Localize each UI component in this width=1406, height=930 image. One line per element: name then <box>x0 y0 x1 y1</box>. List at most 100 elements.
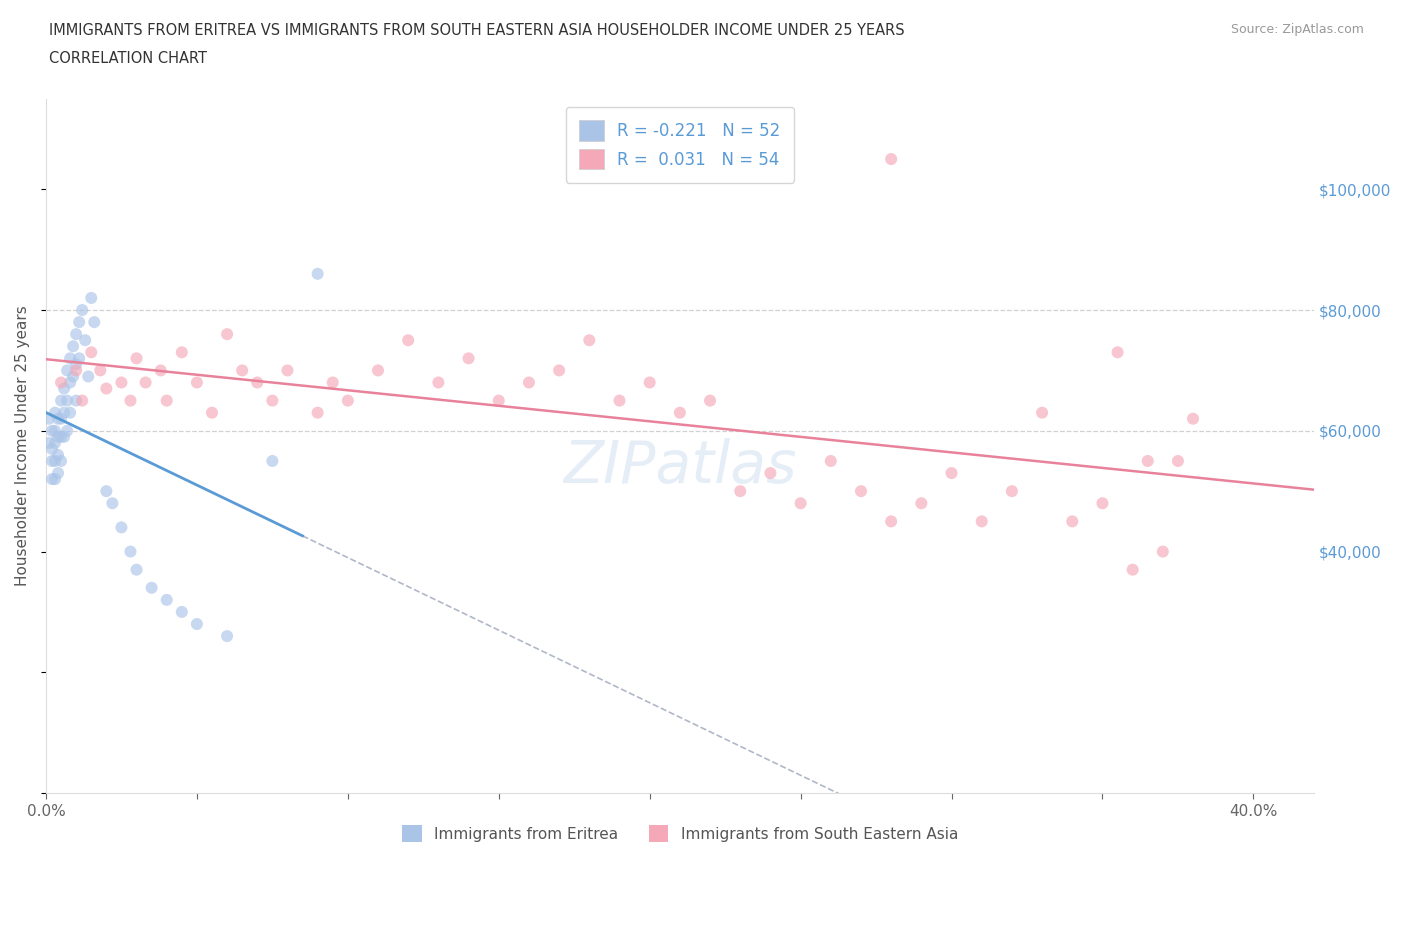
Point <box>548 363 571 378</box>
Point <box>110 520 132 535</box>
Point <box>186 617 208 631</box>
Point <box>120 544 142 559</box>
Point <box>246 375 269 390</box>
Point <box>70 393 93 408</box>
Text: CORRELATION CHART: CORRELATION CHART <box>49 51 207 66</box>
Point <box>367 363 389 378</box>
Point <box>699 393 721 408</box>
Point <box>110 375 132 390</box>
Point <box>49 454 72 469</box>
Point <box>44 454 66 469</box>
Point <box>156 393 179 408</box>
Point <box>67 314 90 329</box>
Point <box>789 496 811 511</box>
Point <box>44 435 66 450</box>
Point <box>759 466 782 481</box>
Text: ZIPatlas: ZIPatlas <box>564 438 797 496</box>
Point <box>38 435 60 450</box>
Point <box>46 466 69 481</box>
Point <box>820 454 842 469</box>
Point <box>65 357 87 372</box>
Point <box>457 351 479 365</box>
Point <box>62 339 84 353</box>
Point <box>46 430 69 445</box>
Point <box>669 405 692 420</box>
Point <box>41 472 63 486</box>
Point <box>53 381 76 396</box>
Point <box>307 266 329 281</box>
Point <box>67 351 90 365</box>
Point <box>488 393 510 408</box>
Point <box>217 326 239 341</box>
Legend: Immigrants from Eritrea, Immigrants from South Eastern Asia: Immigrants from Eritrea, Immigrants from… <box>395 819 965 848</box>
Point <box>638 375 661 390</box>
Point <box>70 302 93 317</box>
Point <box>75 333 97 348</box>
Point <box>101 496 124 511</box>
Y-axis label: Householder Income Under 25 years: Householder Income Under 25 years <box>15 306 30 586</box>
Text: Source: ZipAtlas.com: Source: ZipAtlas.com <box>1230 23 1364 36</box>
Point <box>59 375 82 390</box>
Point <box>56 393 79 408</box>
Point <box>59 351 82 365</box>
Point <box>849 484 872 498</box>
Point <box>89 363 111 378</box>
Point <box>217 629 239 644</box>
Point <box>1152 544 1174 559</box>
Point <box>1107 345 1129 360</box>
Point <box>880 514 903 529</box>
Point <box>41 423 63 438</box>
Point <box>201 405 224 420</box>
Point <box>517 375 540 390</box>
Point <box>59 405 82 420</box>
Point <box>80 345 103 360</box>
Point <box>49 393 72 408</box>
Point <box>80 290 103 305</box>
Point <box>1031 405 1053 420</box>
Point <box>336 393 359 408</box>
Point <box>41 442 63 457</box>
Point <box>44 472 66 486</box>
Point <box>1136 454 1159 469</box>
Point <box>970 514 993 529</box>
Point <box>322 375 344 390</box>
Point <box>910 496 932 511</box>
Point <box>396 333 419 348</box>
Point <box>427 375 450 390</box>
Text: IMMIGRANTS FROM ERITREA VS IMMIGRANTS FROM SOUTH EASTERN ASIA HOUSEHOLDER INCOME: IMMIGRANTS FROM ERITREA VS IMMIGRANTS FR… <box>49 23 905 38</box>
Point <box>262 454 284 469</box>
Point <box>307 405 329 420</box>
Point <box>135 375 157 390</box>
Point <box>1122 563 1144 578</box>
Point <box>880 152 903 166</box>
Point <box>1062 514 1084 529</box>
Point <box>1182 411 1205 426</box>
Point <box>49 430 72 445</box>
Point <box>728 484 751 498</box>
Point <box>609 393 631 408</box>
Point <box>56 423 79 438</box>
Point <box>149 363 172 378</box>
Point <box>65 363 87 378</box>
Point <box>1167 454 1189 469</box>
Point <box>53 405 76 420</box>
Point <box>262 393 284 408</box>
Point <box>62 369 84 384</box>
Point <box>170 345 193 360</box>
Point <box>96 484 118 498</box>
Point <box>44 423 66 438</box>
Point <box>44 405 66 420</box>
Point <box>141 580 163 595</box>
Point <box>120 393 142 408</box>
Point <box>83 314 105 329</box>
Point <box>46 447 69 462</box>
Point <box>49 375 72 390</box>
Point <box>156 592 179 607</box>
Point <box>1091 496 1114 511</box>
Point <box>65 393 87 408</box>
Point <box>186 375 208 390</box>
Point <box>49 411 72 426</box>
Point <box>53 430 76 445</box>
Point <box>1001 484 1024 498</box>
Point <box>38 411 60 426</box>
